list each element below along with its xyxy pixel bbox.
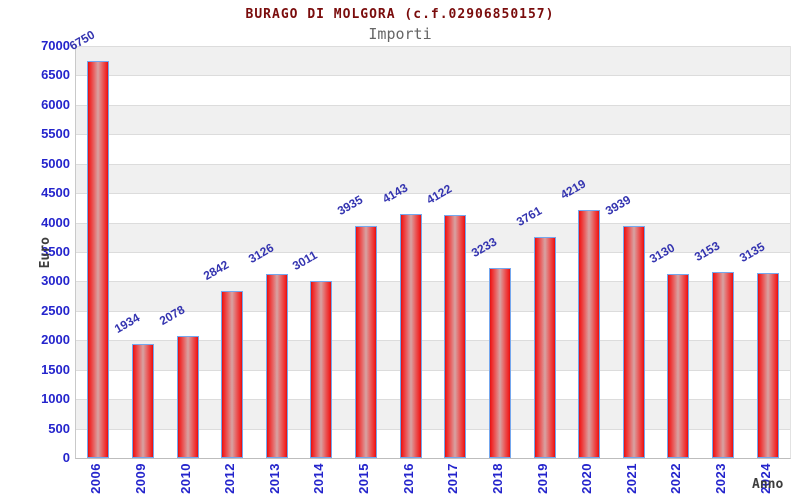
y-tick-label: 5000 xyxy=(41,155,70,171)
chart-subtitle: Importi xyxy=(368,25,432,43)
plot-band xyxy=(76,75,790,105)
bar xyxy=(712,272,735,458)
bar xyxy=(221,290,244,458)
plot-band xyxy=(76,163,790,194)
bar xyxy=(756,273,779,458)
y-tick-label: 4000 xyxy=(41,214,70,230)
y-axis-title: Euro xyxy=(38,237,53,269)
bar xyxy=(444,215,467,458)
x-tick-label: 2017 xyxy=(445,463,461,494)
x-tick-label: 2019 xyxy=(534,463,550,494)
plot-area: 6750 1934 2078 2842 3126 3011 3935 4143 4122 3233… xyxy=(67,27,791,459)
plot-band xyxy=(76,222,790,252)
x-tick-label: 2009 xyxy=(132,463,148,494)
y-tick-label: 3000 xyxy=(41,273,70,289)
y-tick-label: 5500 xyxy=(41,126,70,142)
bar xyxy=(667,273,690,458)
y-tick-label: 1500 xyxy=(41,361,70,377)
bar xyxy=(488,267,511,458)
x-tick-label: 2012 xyxy=(222,463,238,494)
plot-band xyxy=(76,46,790,76)
bar xyxy=(265,274,288,458)
y-tick-label: 2500 xyxy=(41,302,70,318)
bar xyxy=(578,209,601,458)
y-tick-label: 1000 xyxy=(41,391,70,407)
x-tick-label: 2020 xyxy=(579,463,595,494)
y-tick-label: 500 xyxy=(48,420,70,436)
x-tick-label: 2013 xyxy=(266,463,282,494)
bar xyxy=(622,226,645,458)
y-axis: 0 500 1000 1500 2000 2500 3000 3500 4000 4500 5000… xyxy=(0,38,70,465)
x-tick-label: 2010 xyxy=(177,463,193,494)
plot-band xyxy=(76,193,790,223)
x-tick-label: 2021 xyxy=(623,463,639,494)
bar xyxy=(533,236,556,458)
x-tick-label: 2023 xyxy=(713,463,729,494)
y-tick-label: 4500 xyxy=(41,185,70,201)
x-tick-label: 2016 xyxy=(400,463,416,494)
chart-title: BURAGO DI MOLGORA (c.f.02906850157) xyxy=(245,7,555,22)
y-tick-label: 6500 xyxy=(41,67,70,83)
bar xyxy=(310,280,333,458)
bar xyxy=(87,60,110,458)
x-tick-label: 2022 xyxy=(668,463,684,494)
bar xyxy=(399,214,422,458)
x-axis-title: Anno xyxy=(752,477,784,492)
x-tick-label: 2006 xyxy=(88,463,104,494)
plot-band xyxy=(76,104,790,135)
x-tick-label: 2015 xyxy=(356,463,372,494)
bar xyxy=(355,226,378,458)
bar xyxy=(131,344,154,458)
plot-band xyxy=(76,134,790,164)
y-tick-label: 0 xyxy=(62,450,70,465)
y-tick-label: 3500 xyxy=(41,244,70,259)
x-tick-label: 2014 xyxy=(311,463,327,494)
y-tick-label: 7000 xyxy=(41,38,70,53)
bar xyxy=(176,335,199,458)
y-tick-label: 6000 xyxy=(41,96,70,112)
y-tick-label: 2000 xyxy=(41,332,70,348)
x-axis: 2006 2009 2010 2012 2013 2014 2015 2016 2017 2018… xyxy=(75,461,789,500)
x-tick-label: 2018 xyxy=(489,463,505,494)
